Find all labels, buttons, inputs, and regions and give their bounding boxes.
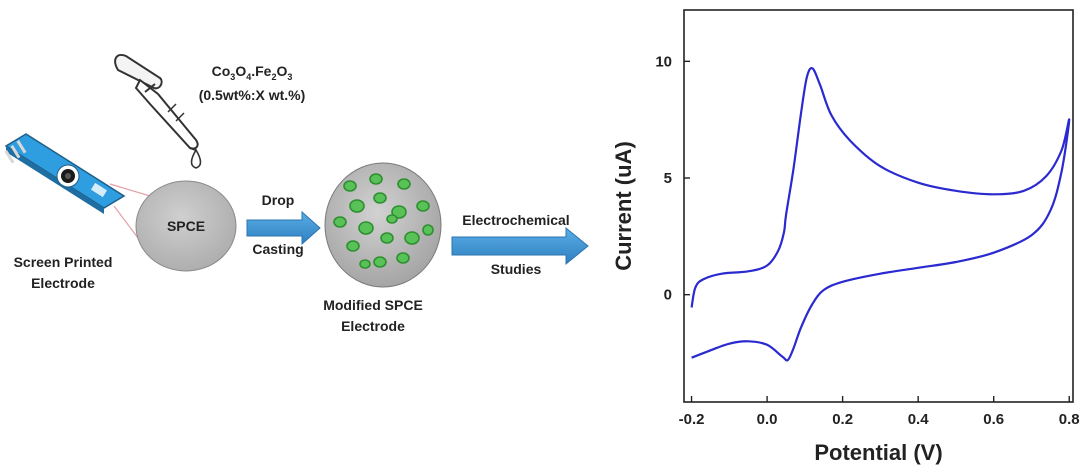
modified-spce-label-line1: Modified SPCE [323,297,423,313]
electrochemical-studies-label-line1: Electrochemical [462,212,570,228]
x-tick-label: 0.8 [1059,411,1080,428]
y-tick-label: 5 [664,170,672,187]
spce-disk [135,180,237,272]
plot-frame [683,9,1074,403]
x-tick-label: 0.2 [832,411,853,428]
leader-line-bottom [113,205,139,239]
screen-printed-electrode-label-line2: Electrode [31,275,95,291]
y-axis-label: Current (uA) [611,141,636,271]
precursor-ratio: (0.5wt%:X wt.%) [198,87,306,103]
drop-casting-arrow [246,210,321,246]
precursor-formula: Co3O4.Fe2O3 [211,63,293,82]
cv-curve [690,67,1071,362]
modified-spce-label-line2: Electrode [341,318,405,334]
modified-spce-disk [324,162,442,288]
drop-casting-label-line1: Drop [261,192,295,208]
leader-line-top [109,183,151,197]
screen-printed-electrode-icon [4,133,126,214]
y-tick-label: 0 [664,287,672,304]
x-tick-label: 0.4 [908,411,930,428]
x-tick-label: 0.0 [757,411,778,428]
dropper-icon [114,54,202,169]
x-tick-label: 0.6 [983,411,1004,428]
y-tick-label: 10 [655,53,672,70]
electrochemical-studies-label-line2: Studies [490,261,542,277]
x-axis-label: Potential (V) [814,440,942,465]
co3o4-fe2o3-particles [333,173,434,269]
drop-casting-label-line2: Casting [252,241,304,257]
electrode-modification-schematic: SPCE [4,54,589,288]
spce-label: SPCE [167,218,205,234]
electrochemical-studies-arrow [451,226,589,266]
x-tick-label: -0.2 [679,411,705,428]
screen-printed-electrode-label-line1: Screen Printed [13,254,113,270]
